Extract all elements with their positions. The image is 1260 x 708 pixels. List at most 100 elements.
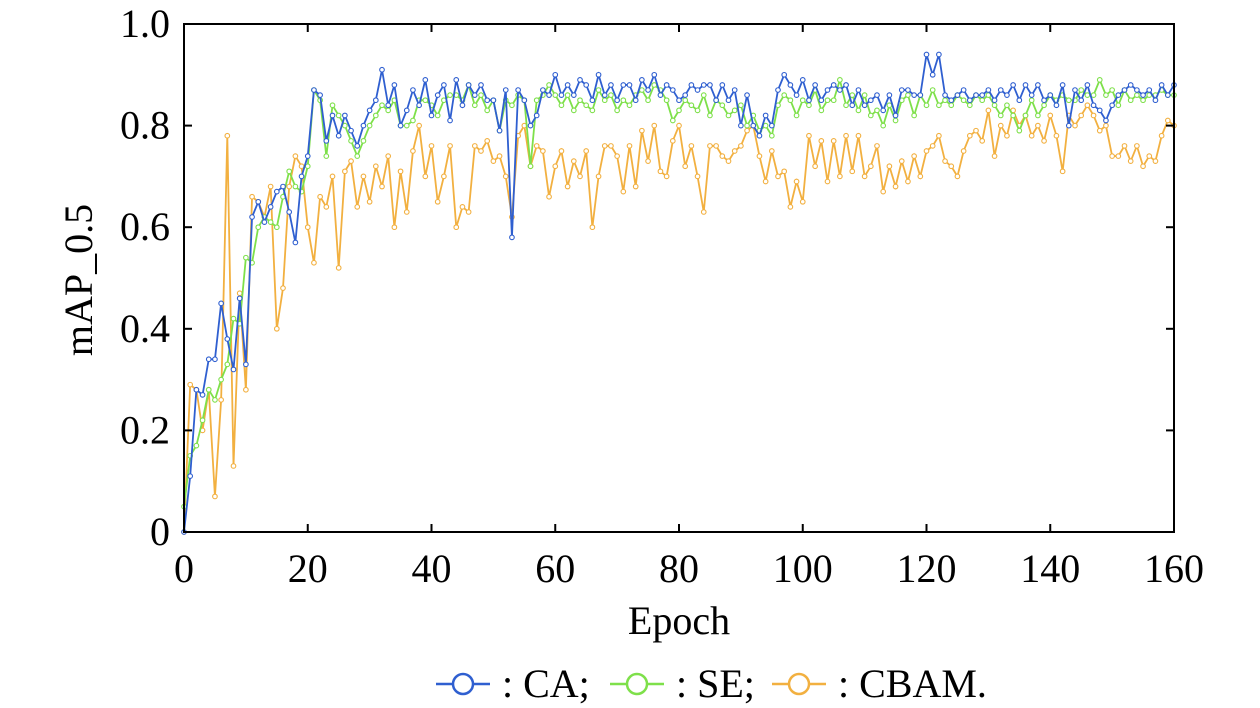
- data-point: [230, 366, 237, 373]
- data-point: [620, 188, 627, 195]
- data-point: [905, 92, 911, 98]
- data-point: [1022, 112, 1029, 119]
- data-point: [651, 82, 658, 88]
- data-point: [929, 143, 936, 149]
- data-point: [1115, 102, 1122, 109]
- data-point: [187, 381, 194, 388]
- data-point: [1078, 87, 1085, 93]
- data-point: [1134, 143, 1140, 149]
- data-point: [372, 97, 379, 104]
- data-point: [1146, 87, 1153, 93]
- data-point: [193, 442, 200, 449]
- data-point: [280, 285, 286, 292]
- data-point: [997, 112, 1004, 119]
- data-point: [243, 254, 249, 261]
- data-point: [886, 163, 893, 170]
- data-point: [874, 92, 880, 98]
- data-point: [768, 148, 775, 154]
- x-tick-label: 40: [412, 546, 452, 591]
- data-point: [212, 493, 218, 500]
- data-point: [348, 158, 354, 165]
- data-point: [911, 112, 917, 119]
- data-point: [540, 87, 546, 93]
- data-point: [304, 153, 311, 159]
- data-point: [329, 112, 336, 119]
- data-point: [552, 71, 559, 78]
- data-point: [1090, 102, 1097, 109]
- data-point: [595, 173, 602, 180]
- data-point: [558, 92, 565, 98]
- data-point: [552, 92, 559, 98]
- data-point: [663, 97, 670, 104]
- data-point: [366, 198, 373, 205]
- data-point: [694, 173, 701, 180]
- data-point: [830, 82, 837, 88]
- data-point: [960, 148, 967, 154]
- data-point: [775, 87, 781, 93]
- data-point: [929, 71, 936, 78]
- data-point: [954, 92, 961, 98]
- data-point: [255, 198, 262, 205]
- data-point: [824, 178, 831, 185]
- data-point: [273, 325, 280, 332]
- data-point: [762, 178, 769, 185]
- data-point: [199, 391, 206, 398]
- data-point: [905, 178, 911, 185]
- data-point: [1035, 122, 1041, 129]
- data-point: [645, 158, 651, 165]
- data-point: [663, 82, 670, 88]
- data-point: [1164, 92, 1171, 98]
- data-point: [360, 173, 367, 180]
- data-point: [397, 168, 404, 175]
- data-point: [923, 148, 930, 154]
- data-point: [1134, 92, 1140, 98]
- data-point: [1065, 122, 1072, 129]
- data-point: [298, 163, 305, 170]
- data-point: [707, 143, 713, 149]
- data-point: [1103, 92, 1109, 98]
- data-point: [509, 234, 515, 241]
- data-point: [1109, 87, 1115, 93]
- x-tick-label: 20: [288, 546, 328, 591]
- data-point: [521, 97, 528, 104]
- data-point: [354, 153, 361, 159]
- data-point: [218, 397, 224, 403]
- data-point: [855, 132, 862, 139]
- data-point: [397, 122, 404, 129]
- data-point: [1041, 102, 1047, 109]
- data-point: [416, 102, 422, 109]
- data-point: [849, 168, 856, 175]
- data-point: [1152, 97, 1159, 104]
- y-tick-label: 0: [150, 509, 170, 554]
- data-point: [224, 336, 231, 342]
- data-point: [799, 97, 806, 104]
- data-point: [1010, 112, 1016, 119]
- data-point: [682, 97, 689, 104]
- data-point: [626, 102, 633, 109]
- data-point: [966, 97, 973, 104]
- data-point: [323, 137, 330, 144]
- data-point: [1146, 153, 1153, 159]
- data-point: [867, 97, 874, 104]
- data-point: [1022, 82, 1029, 88]
- data-point: [1084, 102, 1091, 109]
- data-point: [614, 97, 620, 104]
- data-point: [669, 87, 676, 93]
- data-point: [335, 132, 342, 139]
- data-point: [570, 107, 577, 114]
- data-point: [787, 204, 794, 210]
- data-point: [546, 193, 552, 200]
- data-point: [1059, 168, 1066, 175]
- data-point: [410, 117, 416, 124]
- data-point: [614, 153, 620, 159]
- data-point: [583, 82, 590, 88]
- data-point: [1053, 132, 1060, 139]
- data-point: [465, 209, 472, 215]
- data-point: [824, 87, 831, 93]
- data-point: [960, 87, 967, 93]
- data-point: [917, 92, 924, 98]
- data-point: [707, 112, 713, 119]
- data-point: [731, 107, 738, 114]
- data-point: [688, 102, 695, 109]
- data-point: [385, 107, 392, 114]
